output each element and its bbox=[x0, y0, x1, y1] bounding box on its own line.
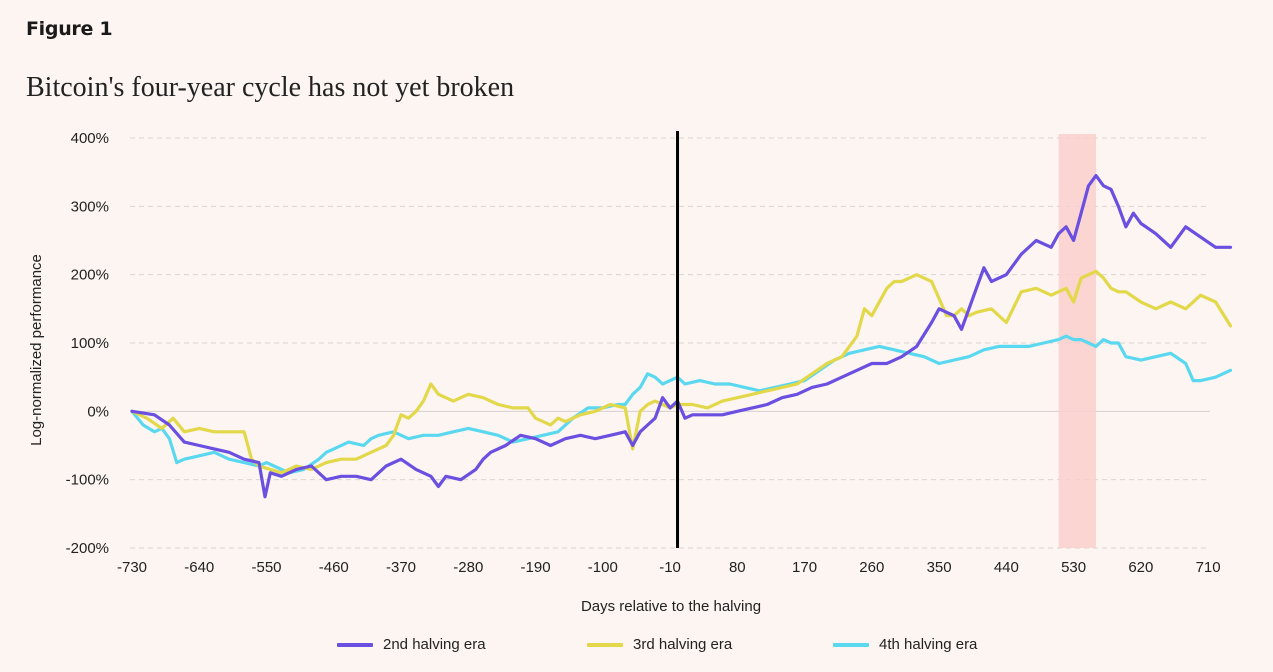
y-axis-tick-labels: -200% -100% 0% 100% 200% 300% 400% bbox=[66, 130, 109, 557]
y-tick-label: 200% bbox=[71, 267, 109, 284]
legend-item: 4th halving era bbox=[833, 636, 977, 653]
x-tick-label: -640 bbox=[184, 559, 214, 576]
x-tick-label: -280 bbox=[453, 559, 483, 576]
x-tick-label: -550 bbox=[251, 559, 281, 576]
legend-label: 2nd halving era bbox=[383, 636, 486, 653]
chart-title: Bitcoin's four-year cycle has not yet br… bbox=[26, 72, 515, 103]
y-tick-label: 0% bbox=[87, 403, 109, 420]
x-tick-label: 530 bbox=[1061, 559, 1086, 576]
x-tick-label: 350 bbox=[927, 559, 952, 576]
y-tick-label: -100% bbox=[66, 472, 109, 489]
x-tick-label: -100 bbox=[588, 559, 618, 576]
y-tick-label: 100% bbox=[71, 335, 109, 352]
legend-item: 3rd halving era bbox=[587, 636, 732, 653]
y-tick-label: 400% bbox=[71, 130, 109, 147]
x-tick-label: 170 bbox=[792, 559, 817, 576]
line-chart: -200% -100% 0% 100% 200% 300% 400% -730 -640 -55… bbox=[28, 130, 1233, 615]
x-tick-label: 620 bbox=[1128, 559, 1153, 576]
x-tick-label: -370 bbox=[386, 559, 416, 576]
x-tick-label: -10 bbox=[659, 559, 681, 576]
legend-label: 4th halving era bbox=[879, 636, 978, 653]
x-tick-label: 260 bbox=[859, 559, 884, 576]
gridlines bbox=[130, 137, 1210, 549]
x-tick-label: -460 bbox=[319, 559, 349, 576]
legend-swatch bbox=[833, 642, 869, 647]
y-tick-label: -200% bbox=[66, 540, 109, 557]
x-tick-label: 80 bbox=[729, 559, 746, 576]
x-tick-label: 710 bbox=[1196, 559, 1221, 576]
legend: 2nd halving era 3rd halving era 4th halvin… bbox=[0, 636, 1273, 660]
y-axis-title: Log-normalized performance bbox=[28, 254, 45, 446]
x-tick-label: -730 bbox=[117, 559, 147, 576]
x-axis-tick-labels: -730 -640 -550 -460 -370 -280 -190 -100 -10 80 170… bbox=[117, 559, 1221, 576]
legend-swatch bbox=[337, 642, 373, 647]
legend-item: 2nd halving era bbox=[337, 636, 486, 653]
y-tick-label: 300% bbox=[71, 198, 109, 215]
series-line bbox=[130, 334, 1233, 475]
legend-label: 3rd halving era bbox=[633, 636, 733, 653]
legend-swatch bbox=[587, 642, 623, 647]
x-axis-title: Days relative to the halving bbox=[581, 598, 761, 615]
figure-label: Figure 1 bbox=[26, 18, 113, 40]
x-tick-label: -190 bbox=[521, 559, 551, 576]
x-tick-label: 440 bbox=[994, 559, 1019, 576]
series-line bbox=[130, 174, 1233, 499]
